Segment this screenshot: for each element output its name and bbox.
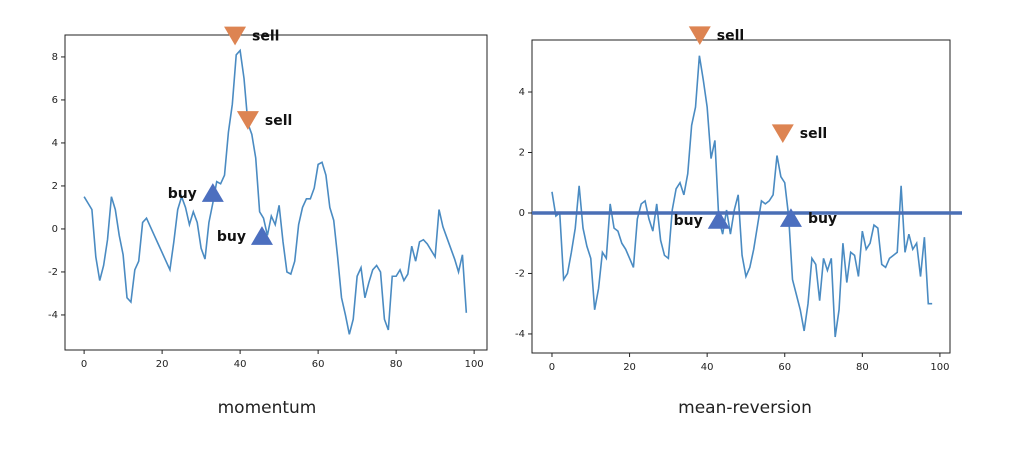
signal-label: sell bbox=[265, 113, 292, 129]
x-tick-label: 20 bbox=[156, 359, 169, 370]
signal-label: buy bbox=[674, 213, 703, 229]
chart-caption: mean-reversion bbox=[678, 398, 812, 418]
x-tick-label: 60 bbox=[778, 362, 791, 373]
y-tick-label: 8 bbox=[52, 52, 58, 63]
signal-marker bbox=[250, 226, 273, 245]
y-tick-label: 4 bbox=[519, 87, 525, 98]
signal-marker bbox=[779, 208, 802, 227]
signal-marker bbox=[688, 26, 711, 46]
y-tick-label: 6 bbox=[52, 95, 58, 106]
y-tick-label: 4 bbox=[52, 138, 58, 149]
x-tick-label: 0 bbox=[81, 359, 87, 370]
signal-label: buy bbox=[808, 211, 837, 227]
y-tick-label: -4 bbox=[48, 310, 58, 321]
y-tick-label: 2 bbox=[52, 181, 58, 192]
signal-marker bbox=[771, 124, 794, 144]
signal-label: sell bbox=[252, 28, 279, 44]
signal-label: buy bbox=[217, 229, 246, 245]
x-tick-label: 100 bbox=[465, 359, 484, 370]
y-tick-label: -2 bbox=[48, 267, 58, 278]
y-tick-label: 0 bbox=[52, 224, 58, 235]
x-tick-label: 100 bbox=[930, 362, 949, 373]
x-tick-label: 20 bbox=[623, 362, 636, 373]
y-tick-label: -2 bbox=[515, 268, 525, 279]
signal-marker bbox=[201, 183, 224, 202]
x-tick-label: 60 bbox=[312, 359, 325, 370]
signal-marker bbox=[707, 210, 730, 229]
x-tick-label: 80 bbox=[390, 359, 403, 370]
signal-label: buy bbox=[168, 186, 197, 202]
signal-label: sell bbox=[800, 126, 827, 142]
x-tick-label: 40 bbox=[234, 359, 247, 370]
price-line bbox=[551, 55, 933, 338]
axes-frame bbox=[64, 34, 488, 351]
y-tick-label: 2 bbox=[519, 147, 525, 158]
chart-caption: momentum bbox=[218, 398, 317, 418]
price-line bbox=[83, 48, 468, 335]
axes-frame bbox=[531, 39, 951, 354]
signal-marker bbox=[236, 111, 259, 130]
y-tick-label: 0 bbox=[519, 208, 525, 219]
x-tick-label: 0 bbox=[549, 362, 555, 373]
x-tick-label: 80 bbox=[856, 362, 869, 373]
signal-label: sell bbox=[717, 28, 744, 44]
y-tick-label: -4 bbox=[515, 329, 525, 340]
x-tick-label: 40 bbox=[701, 362, 714, 373]
signal-marker bbox=[224, 26, 247, 46]
